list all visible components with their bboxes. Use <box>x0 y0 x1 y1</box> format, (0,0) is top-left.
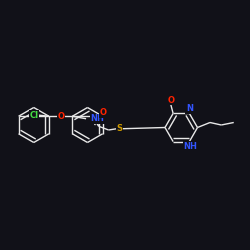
Text: Cl: Cl <box>29 110 38 120</box>
Text: S: S <box>116 124 122 133</box>
Text: N: N <box>186 104 193 114</box>
Text: NH: NH <box>184 142 198 150</box>
Text: O: O <box>100 108 107 117</box>
Text: O: O <box>58 112 64 121</box>
Text: O: O <box>167 96 174 105</box>
Text: NH: NH <box>90 114 104 123</box>
